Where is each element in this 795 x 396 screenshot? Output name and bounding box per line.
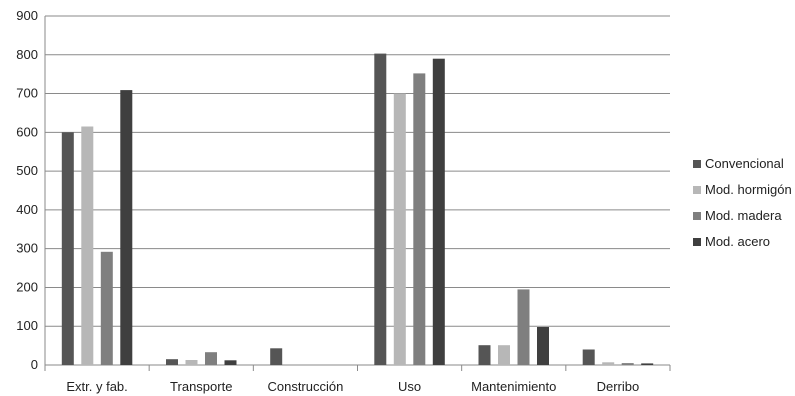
bar [61, 132, 74, 365]
legend-swatch [693, 160, 701, 168]
y-tick-label: 0 [31, 357, 38, 372]
bar [517, 289, 530, 365]
legend: Convencional Mod. hormigón Mod. madera Mod.… [693, 156, 792, 249]
y-tick-label: 900 [16, 8, 38, 23]
bar [602, 362, 615, 365]
legend-label: Mod. acero [705, 234, 770, 249]
y-tick-label: 600 [16, 124, 38, 139]
bar [478, 345, 491, 365]
bar [100, 251, 113, 365]
bar [413, 73, 426, 366]
bar [641, 363, 654, 365]
y-tick-label: 400 [16, 202, 38, 217]
y-tick-label: 300 [16, 241, 38, 256]
legend-swatch [693, 186, 701, 194]
y-tick-label: 700 [16, 86, 38, 101]
x-tick-label: Uso [398, 379, 421, 394]
bar [537, 327, 549, 365]
axes [44, 16, 671, 371]
bar [498, 345, 510, 365]
x-tick-label: Derribo [597, 379, 640, 394]
bar [224, 360, 237, 365]
bar [393, 93, 406, 365]
x-tick-label: Transporte [170, 379, 232, 394]
y-tick-label: 100 [16, 318, 38, 333]
bar [166, 359, 178, 365]
y-tick-label: 200 [16, 279, 38, 294]
legend-label: Mod. hormigón [705, 182, 792, 197]
bar [270, 348, 283, 365]
bar [205, 352, 217, 365]
bar [374, 53, 387, 365]
bar [582, 349, 595, 365]
gridlines [45, 15, 670, 327]
bar [432, 58, 445, 365]
y-tick-label: 500 [16, 163, 38, 178]
tick-labels: 0 100 200 300 400 500 600 700 800 900 Extr. y fab.… [16, 8, 639, 394]
bar [81, 126, 94, 365]
bar [120, 90, 133, 365]
legend-label: Mod. madera [705, 208, 782, 223]
legend-swatch [693, 212, 701, 220]
bars [61, 53, 654, 366]
x-tick-label: Construcción [267, 379, 343, 394]
x-tick-label: Extr. y fab. [66, 379, 127, 394]
y-tick-label: 800 [16, 47, 38, 62]
x-tick-label: Mantenimiento [471, 379, 556, 394]
bar [185, 360, 198, 365]
bar [621, 363, 634, 365]
legend-label: Convencional [705, 156, 784, 171]
legend-swatch [693, 238, 701, 246]
